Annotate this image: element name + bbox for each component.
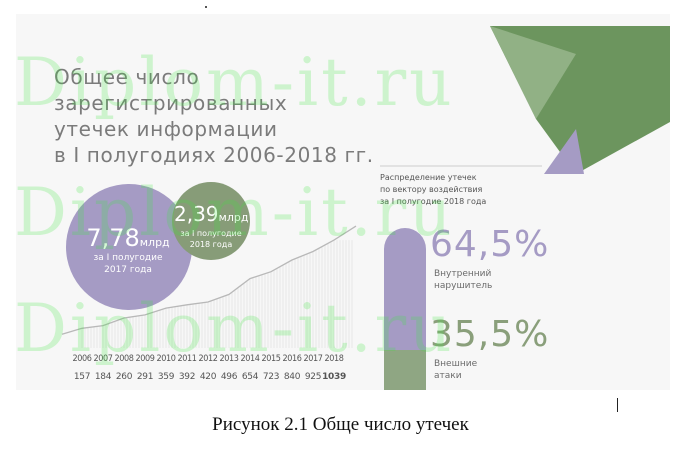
year-label-2010: 2010	[156, 354, 176, 364]
value-label-2014: 654	[241, 372, 259, 382]
internal-percent: 64,5%	[430, 224, 550, 265]
title-line-3: в I полугодиях 2006-2018 гг.	[54, 143, 374, 167]
title-line-2: утечек информации	[54, 117, 278, 141]
bubble-2017-value: 7,78млрд	[72, 224, 184, 252]
bubble-2018-unit: млрд	[218, 211, 249, 224]
external-label: Внешние атаки	[434, 358, 477, 382]
watermark-2: Diplom-it.ru	[14, 174, 455, 251]
bubble-2018	[172, 182, 250, 260]
bubble-2018-sub-1: за I полугодие	[180, 229, 242, 238]
year-label-2011: 2011	[177, 354, 197, 364]
year-label-2018: 2018	[324, 354, 344, 364]
bubble-2017-sub-1: за I полугодие	[93, 253, 163, 263]
distribution-title: Распределение утечек по вектору воздейст…	[380, 172, 512, 208]
value-label-2012: 420	[199, 372, 217, 382]
area-hatching	[81, 240, 353, 348]
purple-triangle	[544, 129, 584, 174]
value-label-2008: 260	[115, 372, 133, 382]
value-label-2011: 392	[178, 372, 196, 382]
value-label-2016: 840	[283, 372, 301, 382]
value-label-2018: 1039	[322, 372, 346, 382]
external-label-2: атаки	[434, 371, 462, 381]
infographic-title: Общее число зарегистрированных утечек ин…	[54, 64, 434, 168]
chart-area	[61, 26, 670, 348]
bubble-2018-sub-2: 2018 года	[189, 240, 233, 249]
year-label-2016: 2016	[282, 354, 302, 364]
value-label-2013: 496	[220, 372, 238, 382]
year-label-2012: 2012	[198, 354, 218, 364]
distribution-title-2: по вектору воздействия	[380, 185, 483, 194]
year-label-2013: 2013	[219, 354, 239, 364]
title-line-1: Общее число зарегистрированных	[54, 65, 288, 115]
stray-dot	[205, 6, 207, 8]
distribution-bar-external	[384, 350, 426, 390]
value-label-2007: 184	[94, 372, 112, 382]
figure-caption: Рисунок 2.1 Обще число утечек	[212, 414, 469, 435]
green-shape-light	[490, 26, 576, 119]
external-percent: 35,5%	[430, 314, 550, 355]
bubble-2017-unit: млрд	[139, 236, 170, 249]
value-label-2006: 157	[73, 372, 91, 382]
external-label-1: Внешние	[434, 359, 478, 369]
bubble-2018-value: 2,39млрд	[174, 202, 248, 226]
bubble-2018-subtitle: за I полугодие 2018 года	[176, 228, 246, 250]
bubble-2017	[66, 184, 192, 310]
value-label-2010: 359	[157, 372, 175, 382]
year-label-2014: 2014	[240, 354, 260, 364]
watermark-3: Diplom-it.ru	[14, 290, 455, 367]
internal-label-2: нарушитель	[434, 281, 493, 291]
internal-label-1: Внутренний	[434, 269, 492, 279]
bubble-2017-subtitle: за I полугодие 2017 года	[76, 252, 180, 276]
trend-line	[61, 225, 357, 335]
year-label-2017: 2017	[303, 354, 323, 364]
bubble-2018-number: 2,39	[174, 202, 219, 226]
distribution-title-1: Распределение утечек	[380, 173, 477, 182]
value-label-2009: 291	[136, 372, 154, 382]
distribution-title-3: за I полугодие 2018 года	[380, 197, 487, 206]
year-label-2008: 2008	[114, 354, 134, 364]
bubble-2017-sub-2: 2017 года	[104, 265, 152, 275]
year-label-2007: 2007	[93, 354, 113, 364]
year-label-2015: 2015	[261, 354, 281, 364]
year-label-2009: 2009	[135, 354, 155, 364]
infographic-panel: Общее число зарегистрированных утечек ин…	[16, 14, 670, 390]
bubble-2017-number: 7,78	[86, 224, 140, 252]
year-label-2006: 2006	[72, 354, 92, 364]
internal-label: Внутренний нарушитель	[434, 268, 492, 292]
value-label-2015: 723	[262, 372, 280, 382]
watermark-1: Diplom-it.ru	[14, 44, 455, 121]
value-label-2017: 925	[304, 372, 322, 382]
text-cursor	[617, 398, 618, 412]
